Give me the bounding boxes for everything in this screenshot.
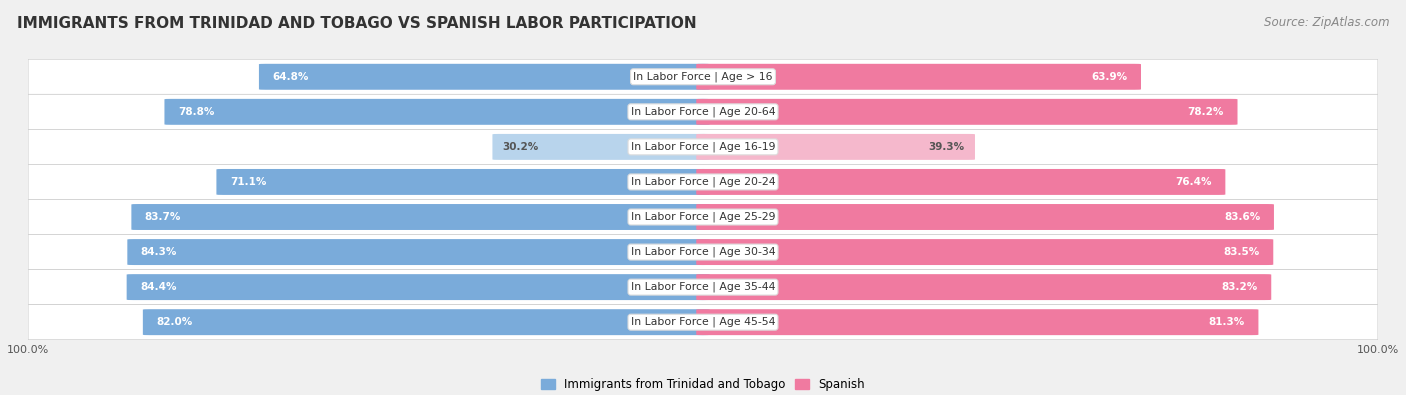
FancyBboxPatch shape <box>217 169 710 195</box>
FancyBboxPatch shape <box>28 235 1378 269</box>
FancyBboxPatch shape <box>492 134 710 160</box>
Text: 71.1%: 71.1% <box>231 177 266 187</box>
Text: In Labor Force | Age 16-19: In Labor Force | Age 16-19 <box>631 142 775 152</box>
Text: 83.7%: 83.7% <box>145 212 181 222</box>
FancyBboxPatch shape <box>28 269 1378 305</box>
FancyBboxPatch shape <box>696 274 1271 300</box>
Text: 78.2%: 78.2% <box>1188 107 1225 117</box>
FancyBboxPatch shape <box>28 305 1378 340</box>
FancyBboxPatch shape <box>28 129 1378 164</box>
FancyBboxPatch shape <box>696 204 1274 230</box>
FancyBboxPatch shape <box>131 204 710 230</box>
Text: In Labor Force | Age 45-54: In Labor Force | Age 45-54 <box>631 317 775 327</box>
Text: 82.0%: 82.0% <box>156 317 193 327</box>
Text: 30.2%: 30.2% <box>502 142 538 152</box>
Text: 81.3%: 81.3% <box>1209 317 1244 327</box>
Text: 39.3%: 39.3% <box>929 142 965 152</box>
Text: 84.4%: 84.4% <box>141 282 177 292</box>
FancyBboxPatch shape <box>28 94 1378 129</box>
Text: In Labor Force | Age 30-34: In Labor Force | Age 30-34 <box>631 247 775 257</box>
FancyBboxPatch shape <box>28 164 1378 199</box>
FancyBboxPatch shape <box>696 134 974 160</box>
FancyBboxPatch shape <box>165 99 710 125</box>
FancyBboxPatch shape <box>128 239 710 265</box>
Text: In Labor Force | Age 35-44: In Labor Force | Age 35-44 <box>631 282 775 292</box>
FancyBboxPatch shape <box>28 199 1378 235</box>
FancyBboxPatch shape <box>259 64 710 90</box>
Text: 83.5%: 83.5% <box>1223 247 1260 257</box>
FancyBboxPatch shape <box>696 169 1226 195</box>
FancyBboxPatch shape <box>28 59 1378 94</box>
Text: In Labor Force | Age 20-64: In Labor Force | Age 20-64 <box>631 107 775 117</box>
FancyBboxPatch shape <box>696 64 1142 90</box>
FancyBboxPatch shape <box>696 309 1258 335</box>
Text: In Labor Force | Age 25-29: In Labor Force | Age 25-29 <box>631 212 775 222</box>
Text: Source: ZipAtlas.com: Source: ZipAtlas.com <box>1264 16 1389 29</box>
Legend: Immigrants from Trinidad and Tobago, Spanish: Immigrants from Trinidad and Tobago, Spa… <box>536 373 870 395</box>
FancyBboxPatch shape <box>696 99 1237 125</box>
FancyBboxPatch shape <box>143 309 710 335</box>
FancyBboxPatch shape <box>127 274 710 300</box>
Text: 64.8%: 64.8% <box>273 72 309 82</box>
Text: In Labor Force | Age > 16: In Labor Force | Age > 16 <box>633 71 773 82</box>
Text: 83.6%: 83.6% <box>1225 212 1260 222</box>
FancyBboxPatch shape <box>696 239 1274 265</box>
Text: 78.8%: 78.8% <box>179 107 214 117</box>
Text: 76.4%: 76.4% <box>1175 177 1212 187</box>
Text: 63.9%: 63.9% <box>1091 72 1128 82</box>
Text: 83.2%: 83.2% <box>1222 282 1258 292</box>
Text: IMMIGRANTS FROM TRINIDAD AND TOBAGO VS SPANISH LABOR PARTICIPATION: IMMIGRANTS FROM TRINIDAD AND TOBAGO VS S… <box>17 16 696 31</box>
Text: 84.3%: 84.3% <box>141 247 177 257</box>
Text: In Labor Force | Age 20-24: In Labor Force | Age 20-24 <box>631 177 775 187</box>
